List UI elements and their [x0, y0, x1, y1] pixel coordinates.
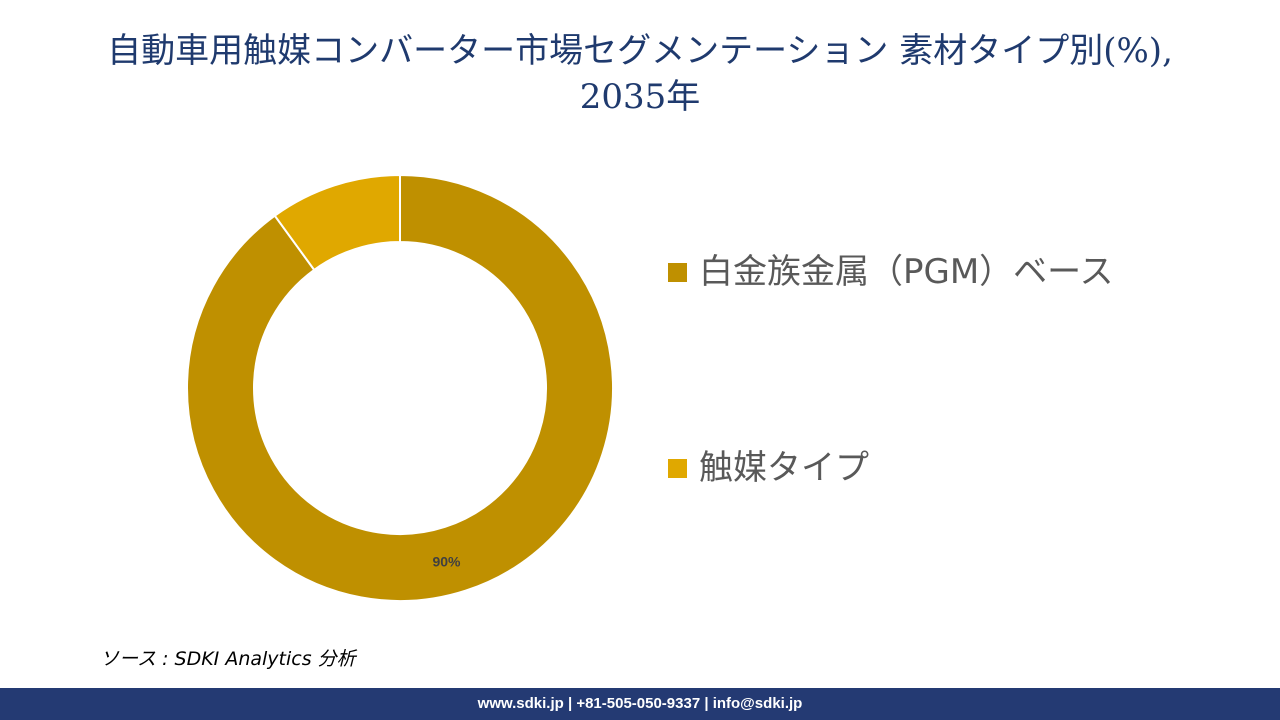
donut-chart: 90%: [186, 173, 614, 602]
legend-label-pgm-base: 白金族金属（PGM）ベース: [699, 252, 1114, 292]
chart-title: 自動車用触媒コンバーター市場セグメンテーション 素材タイプ別(%), 2035年: [0, 28, 1280, 120]
legend-label-catalyst-type: 触媒タイプ: [699, 448, 869, 488]
legend-swatch-pgm-base: [668, 262, 687, 282]
legend-item-pgm-base: 白金族金属（PGM）ベース: [668, 248, 1268, 296]
footer-contact-bar: www.sdki.jp | +81-505-050-9337 | info@sd…: [0, 688, 1280, 720]
legend-item-catalyst-type: 触媒タイプ: [668, 444, 1268, 492]
donut-data-labels: 90%: [432, 553, 461, 569]
donut-slice-0: [186, 173, 614, 602]
chart-title-line-2: 2035年: [579, 77, 701, 117]
chart-title-line-1: 自動車用触媒コンバーター市場セグメンテーション 素材タイプ別(%),: [107, 31, 1173, 71]
donut-slices: [186, 173, 614, 602]
donut-slice-1: [273, 173, 401, 272]
legend-swatch-catalyst-type: [668, 458, 687, 478]
chart-legend: 白金族金属（PGM）ベース 触媒タイプ: [668, 248, 1268, 640]
source-note: ソース : SDKI Analytics 分析: [100, 648, 356, 670]
donut-data-label-0: 90%: [432, 553, 461, 569]
